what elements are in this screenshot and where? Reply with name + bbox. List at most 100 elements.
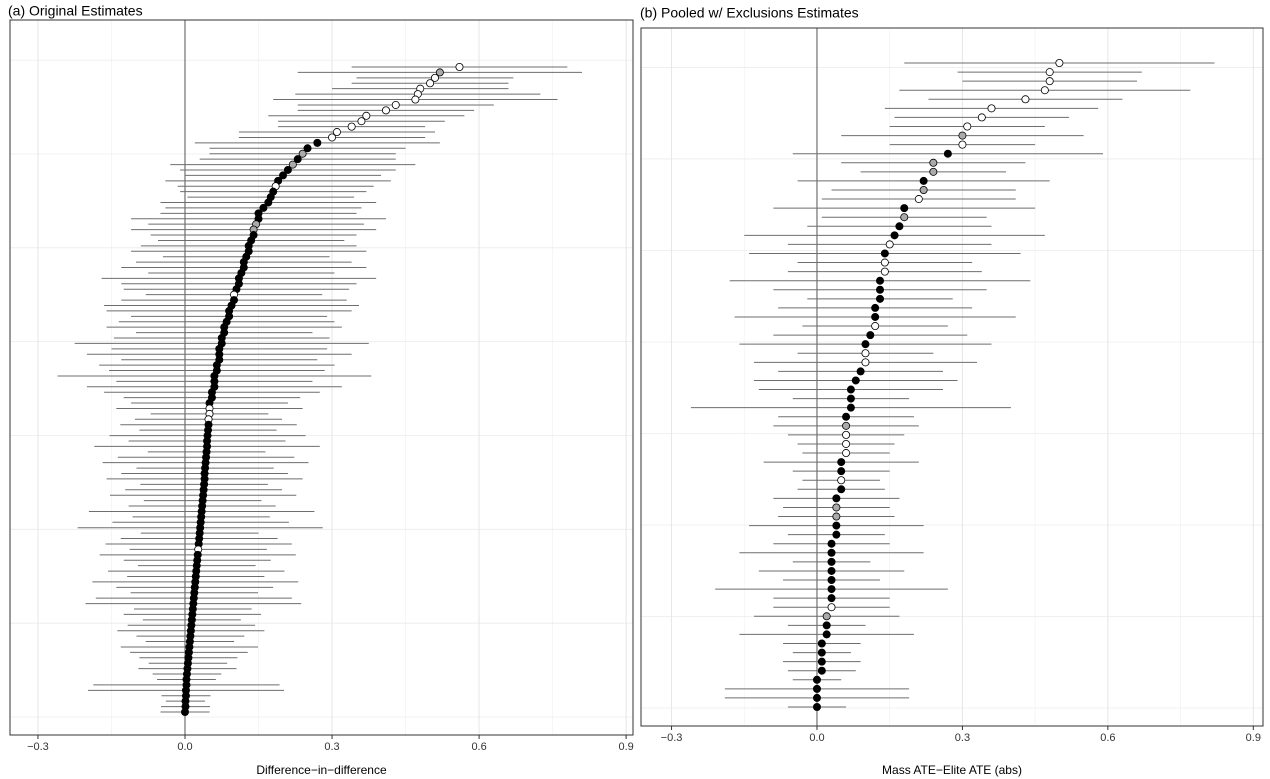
point (929, 167, 938, 176)
point (900, 204, 909, 213)
point (347, 122, 356, 131)
x-tick-label: 0.0 (177, 741, 192, 753)
point (842, 421, 851, 430)
point (919, 185, 928, 194)
point (851, 376, 860, 385)
x-tick-label: 0.6 (1100, 732, 1115, 744)
chart-title: (b) Pooled w/ Exclusions Estimates (640, 5, 859, 21)
point (391, 100, 400, 109)
x-tick-label: 0.6 (471, 741, 486, 753)
point (264, 198, 273, 207)
point (895, 222, 904, 231)
point (259, 203, 268, 212)
point (279, 171, 288, 180)
x-tick-label: −0.3 (661, 732, 683, 744)
point (812, 675, 821, 684)
point (435, 68, 444, 77)
point (313, 138, 322, 147)
point (426, 79, 435, 88)
point (822, 612, 831, 621)
point (812, 703, 821, 712)
point (827, 585, 836, 594)
point (827, 539, 836, 548)
point (812, 684, 821, 693)
point (890, 231, 899, 240)
point (842, 439, 851, 448)
point (842, 430, 851, 439)
point (871, 303, 880, 312)
point (861, 340, 870, 349)
point (832, 512, 841, 521)
point (914, 195, 923, 204)
point (919, 176, 928, 185)
point (817, 639, 826, 648)
point (885, 240, 894, 249)
point (817, 657, 826, 666)
point (1021, 95, 1030, 104)
point (837, 476, 846, 485)
point (817, 648, 826, 657)
point (822, 630, 831, 639)
chart-title: (a) Original Estimates (8, 3, 143, 19)
point (827, 566, 836, 575)
point (1045, 68, 1054, 77)
point (963, 122, 972, 131)
panel (641, 28, 1263, 726)
x-axis-label: Mass ATE−Elite ATE (abs) (882, 763, 1022, 777)
point (827, 548, 836, 557)
point (293, 155, 302, 164)
point (876, 276, 885, 285)
point (880, 267, 889, 276)
x-axis-label: Difference−in−difference (256, 763, 387, 777)
point (332, 128, 341, 137)
point (837, 467, 846, 476)
point (822, 621, 831, 630)
point (362, 111, 371, 120)
x-tick-label: 0.9 (618, 741, 633, 753)
point (958, 131, 967, 140)
point (866, 331, 875, 340)
point (430, 73, 439, 82)
point (861, 349, 870, 358)
point (943, 149, 952, 158)
point (837, 458, 846, 467)
x-tick-label: 0.3 (324, 741, 339, 753)
point (958, 140, 967, 149)
panel (10, 20, 633, 735)
point (455, 63, 464, 72)
point (827, 576, 836, 585)
point (411, 95, 420, 104)
point (357, 117, 366, 126)
point (832, 494, 841, 503)
point (827, 557, 836, 566)
point (827, 594, 836, 603)
point (298, 149, 307, 158)
panel-border (9, 19, 634, 736)
x-tick-label: 0.0 (809, 732, 824, 744)
point (832, 530, 841, 539)
point (876, 294, 885, 303)
point (832, 503, 841, 512)
point (180, 708, 189, 717)
point (871, 312, 880, 321)
point (856, 367, 865, 376)
point (876, 285, 885, 294)
point (842, 412, 851, 421)
panel-border (640, 27, 1264, 727)
point (837, 485, 846, 494)
point (846, 385, 855, 394)
point (880, 258, 889, 267)
x-tick-label: −0.3 (27, 741, 49, 753)
point (861, 358, 870, 367)
point (1040, 86, 1049, 95)
point (328, 133, 337, 142)
point (987, 104, 996, 113)
point (283, 165, 292, 174)
point (880, 249, 889, 258)
point (846, 394, 855, 403)
point (827, 603, 836, 612)
x-tick-label: 0.3 (955, 732, 970, 744)
point (846, 403, 855, 412)
point (977, 113, 986, 122)
